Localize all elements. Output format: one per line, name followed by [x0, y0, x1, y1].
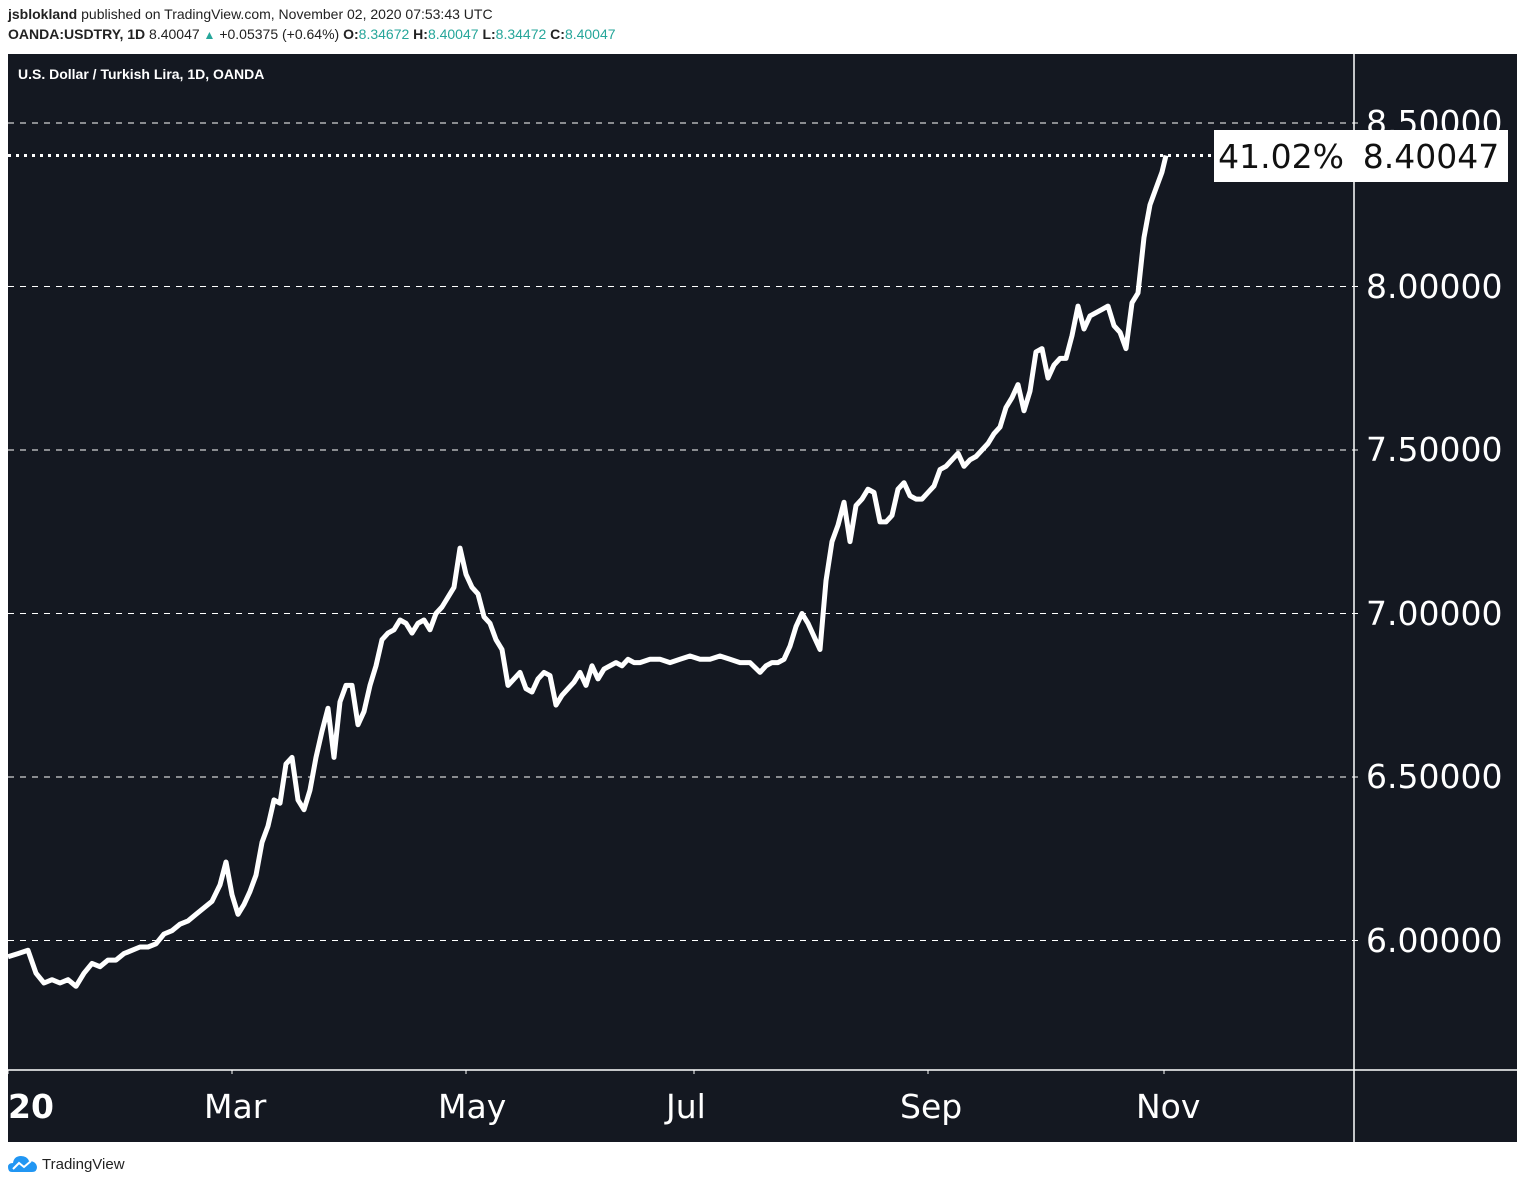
- low-value: 8.34472: [495, 26, 547, 42]
- time-axis-label: Sep: [900, 1087, 963, 1126]
- high-value: 8.40047: [427, 26, 479, 42]
- time-axis-ticks: [8, 1070, 1165, 1074]
- price-series-line: [8, 154, 1169, 989]
- footer-brand[interactable]: TradingView: [8, 1154, 125, 1174]
- price-change: +0.05375 (+0.64%): [219, 26, 340, 42]
- time-axis-label: Nov: [1136, 1087, 1201, 1126]
- price-axis-label: 8.00000: [1366, 266, 1503, 306]
- chart-panel[interactable]: U.S. Dollar / Turkish Lira, 1D, OANDA 8.…: [8, 54, 1517, 1142]
- last-price: 8.40047: [149, 26, 200, 42]
- triangle-up-icon: ▲: [203, 28, 216, 42]
- time-axis-label: 20: [8, 1087, 54, 1126]
- symbol-info: OANDA:USDTRY, 1D 8.40047 ▲ +0.05375 (+0.…: [8, 26, 616, 42]
- close-label: C:: [550, 26, 565, 42]
- high-label: H:: [413, 26, 428, 42]
- open-label: O:: [343, 26, 359, 42]
- price-axis-label: 6.00000: [1366, 920, 1503, 960]
- symbol-label: OANDA:USDTRY, 1D: [8, 26, 146, 42]
- tradingview-cloud-icon: [8, 1156, 37, 1172]
- published-text: published on TradingView.com, November 0…: [81, 6, 493, 22]
- time-axis-label: Jul: [666, 1087, 706, 1126]
- price-axis-label: 7.50000: [1366, 430, 1503, 469]
- author-name[interactable]: jsblokland: [8, 6, 78, 22]
- grid-lines: [8, 122, 1364, 941]
- line-chart[interactable]: [8, 54, 1517, 1142]
- open-value: 8.34672: [358, 26, 410, 42]
- price-axis-label: 7.00000: [1366, 593, 1503, 633]
- publish-info: jsblokland published on TradingView.com,…: [8, 6, 493, 22]
- low-label: L:: [482, 26, 496, 42]
- price-axis-label: 6.50000: [1366, 757, 1503, 796]
- brand-name: TradingView: [42, 1155, 125, 1173]
- time-axis-label: May: [438, 1087, 507, 1126]
- percent-change-badge: 41.02%: [1214, 130, 1354, 182]
- close-value: 8.40047: [564, 26, 616, 42]
- chart-title: U.S. Dollar / Turkish Lira, 1D, OANDA: [18, 66, 265, 82]
- last-price-badge: 8.40047: [1354, 130, 1508, 182]
- time-axis-label: Mar: [204, 1087, 267, 1126]
